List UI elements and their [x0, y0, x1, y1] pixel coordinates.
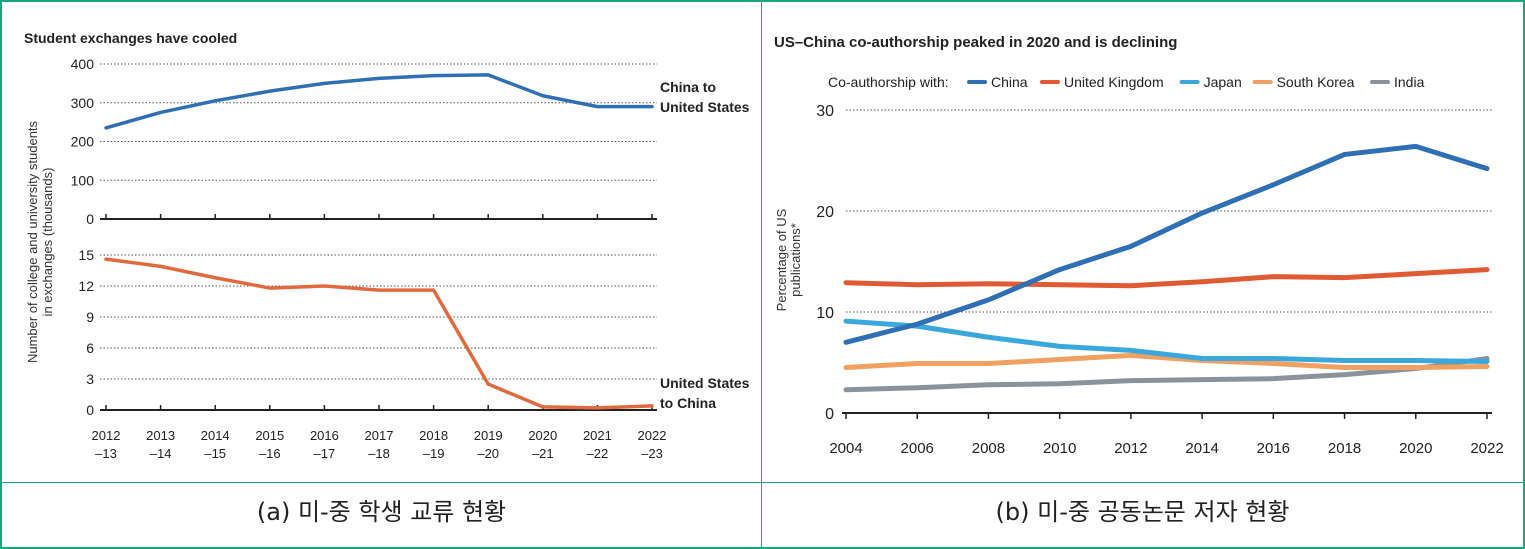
x-tick-label-range: –18 [368, 446, 390, 461]
x-tick-label-year: 2015 [255, 428, 284, 443]
series-line [843, 352, 1490, 371]
x-tick-label: 2016 –17 [310, 428, 339, 461]
series-label: China to United States [660, 79, 750, 115]
x-tick-label: 2022 –23 [638, 428, 667, 461]
x-tick-label-year: 2021 [583, 428, 612, 443]
x-tick-label-range: –21 [532, 446, 554, 461]
x-tick-label: 2006 [901, 440, 934, 457]
legend-title: Co-authorship with: [828, 74, 949, 90]
x-tick-label-range: –17 [314, 446, 336, 461]
chart-title: US–China co-authorship peaked in 2020 an… [774, 34, 1177, 51]
x-tick-label: 2022 [1470, 440, 1503, 457]
x-tick-label-year: 2022 [638, 428, 667, 443]
x-tick-label: 2021 –22 [583, 428, 612, 461]
x-tick-label-year: 2020 [528, 428, 557, 443]
y-tick-label: 0 [825, 406, 834, 423]
legend-label: China [991, 74, 1028, 90]
y-tick-label: 20 [816, 204, 834, 221]
x-tick-label: 2020 –21 [528, 428, 557, 461]
x-tick-label: 2015 –16 [255, 428, 284, 461]
caption-separator [0, 482, 1525, 483]
chart-title: Student exchanges have cooled [24, 30, 237, 46]
x-tick-label: 2017 –18 [365, 428, 394, 461]
x-tick-label: 2019 –20 [474, 428, 503, 461]
series-label-line: China to [660, 79, 716, 95]
x-tick-label: 2018 [1328, 440, 1361, 457]
y-axis-label: Percentage of USpublications* [774, 208, 803, 311]
x-tick-label-range: –23 [641, 446, 663, 461]
y-tick-label: 200 [71, 134, 95, 150]
caption-left: (a) 미-중 학생 교류 현황 [256, 498, 507, 526]
x-tick-label: 2012 –13 [92, 428, 121, 461]
x-tick-label: 2018 –19 [419, 428, 448, 461]
y-tick-label: 15 [78, 247, 94, 263]
series-label-line: United States [660, 99, 750, 115]
y-axis-label-line: Percentage of US [774, 208, 789, 311]
y-axis-label: Number of college and university student… [25, 120, 55, 363]
x-tick-label-year: 2012 [92, 428, 121, 443]
y-axis-label-line: publications* [788, 223, 803, 297]
x-tick-label-year: 2013 [146, 428, 175, 443]
y-tick-label: 300 [71, 95, 95, 111]
x-tick-label-range: –20 [477, 446, 499, 461]
series-line [104, 73, 654, 130]
y-tick-label: 9 [86, 309, 94, 325]
x-tick-label: 2004 [829, 440, 862, 457]
x-tick-label-range: –14 [150, 446, 172, 461]
series-label-line: to China [660, 395, 716, 411]
x-tick-label: 2010 [1043, 440, 1076, 457]
x-tick-label: 2008 [972, 440, 1005, 457]
x-tick-label-year: 2018 [419, 428, 448, 443]
x-tick-label: 2012 [1114, 440, 1147, 457]
series-line [843, 143, 1490, 345]
coauthorship-chart: US–China co-authorship peaked in 2020 an… [774, 34, 1504, 457]
x-tick-label-year: 2019 [474, 428, 503, 443]
y-tick-label: 100 [71, 172, 95, 188]
x-tick-label-range: –22 [587, 446, 609, 461]
x-tick-label-year: 2014 [201, 428, 230, 443]
series-line [104, 257, 654, 410]
series-line [843, 318, 1490, 364]
series-label: United States to China [660, 375, 750, 411]
x-tick-label: 2016 [1257, 440, 1290, 457]
x-tick-label-range: –13 [95, 446, 117, 461]
y-tick-label: 3 [86, 371, 94, 387]
series-label-line: United States [660, 375, 750, 391]
student-exchange-chart: Student exchanges have cooled Number of c… [24, 30, 750, 461]
y-tick-label: 30 [816, 103, 834, 120]
y-tick-label: 6 [86, 340, 94, 356]
legend-label: United Kingdom [1064, 74, 1164, 90]
legend-label: Japan [1204, 74, 1242, 90]
caption-right: (b) 미-중 공동논문 저자 현황 [995, 498, 1290, 526]
x-tick-label-year: 2017 [365, 428, 394, 443]
y-tick-label: 0 [86, 211, 94, 227]
x-tick-label: 2014 [1185, 440, 1218, 457]
y-axis-label-line: Number of college and university student… [25, 120, 40, 363]
y-tick-label: 400 [71, 56, 95, 72]
x-tick-label-range: –16 [259, 446, 281, 461]
x-tick-label-year: 2016 [310, 428, 339, 443]
y-tick-label: 10 [816, 305, 834, 322]
y-tick-label: 0 [86, 402, 94, 418]
panel-divider [761, 0, 762, 549]
x-tick-label: 2020 [1399, 440, 1432, 457]
legend-label: India [1394, 74, 1425, 90]
series-line [843, 267, 1490, 289]
y-tick-label: 12 [78, 278, 94, 294]
y-axis-label-line: in exchanges (thousands) [40, 168, 55, 317]
legend-label: South Korea [1277, 74, 1355, 90]
x-tick-label: 2013 –14 [146, 428, 175, 461]
x-tick-label-range: –15 [204, 446, 226, 461]
series-line [843, 355, 1490, 393]
x-tick-label-range: –19 [423, 446, 445, 461]
x-tick-label: 2014 –15 [201, 428, 230, 461]
